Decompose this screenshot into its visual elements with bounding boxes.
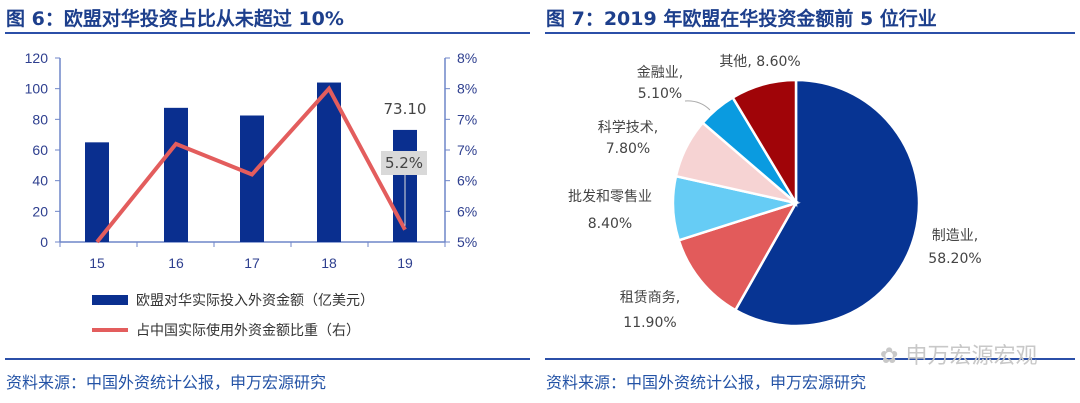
right-source: 资料来源：中国外资统计公报，申万宏源研究 <box>546 373 867 392</box>
pie-value: 7.80% <box>606 141 650 157</box>
pie-value: 5.10% <box>638 86 682 102</box>
right-tick-label: 6% <box>457 203 477 219</box>
pie-value: 11.90% <box>623 315 676 331</box>
watermark: ✿ 申万宏源宏观 <box>880 338 1037 370</box>
left-tick-label: 0 <box>40 234 48 250</box>
legend-bar-label: 欧盟对华实际投入外资金额（亿美元） <box>136 293 374 309</box>
pie-slice-0 <box>733 78 921 328</box>
x-tick-label: 15 <box>89 255 105 271</box>
pie-label: 制造业, <box>932 228 978 244</box>
x-tick-label: 19 <box>397 255 413 271</box>
legend-bar-swatch <box>92 295 128 305</box>
bar-18 <box>317 82 341 243</box>
pie-leader-line <box>684 100 711 111</box>
right-footer-rule <box>545 358 1075 360</box>
pie-value: 8.40% <box>588 216 632 232</box>
left-tick-label: 60 <box>32 142 48 158</box>
right-tick-label: 7% <box>457 111 477 127</box>
bar-16 <box>164 107 188 242</box>
right-title-rule <box>545 32 1075 34</box>
left-title-rule <box>5 32 530 34</box>
right-tick-label: 5% <box>457 234 477 250</box>
line-label-box <box>381 151 427 175</box>
left-tick-label: 120 <box>25 50 49 66</box>
pie-label: 批发和零售业 <box>568 189 652 205</box>
line-data-label: 5.2% <box>385 154 423 172</box>
bar-15 <box>85 142 109 242</box>
left-chart-title: 图 6：欧盟对华投资占比从未超过 10% <box>6 8 344 30</box>
left-tick-label: 20 <box>32 203 48 219</box>
pie-label: 租赁商务, <box>620 290 680 306</box>
x-tick-label: 18 <box>321 255 337 271</box>
right-tick-label: 6% <box>457 173 477 189</box>
watermark-text: 申万宏源宏观 <box>905 344 1038 369</box>
pie-value: 58.20% <box>928 251 981 267</box>
bar-17 <box>240 115 264 242</box>
pie-slice-5 <box>731 78 798 208</box>
left-source: 资料来源：中国外资统计公报，申万宏源研究 <box>6 373 327 392</box>
pie-label: 其他, 8.60% <box>719 54 800 70</box>
legend-line-label: 占中国实际使用外资金额比重（右） <box>136 322 360 339</box>
left-tick-label: 100 <box>25 81 49 97</box>
pie-label-name: 其他 <box>719 54 747 70</box>
pie-label: 科学技术, <box>598 120 658 136</box>
right-tick-label: 7% <box>457 142 477 158</box>
right-tick-label: 8% <box>457 81 477 97</box>
x-tick-label: 17 <box>244 255 260 271</box>
left-tick-label: 40 <box>32 173 48 189</box>
x-tick-label: 16 <box>168 255 184 271</box>
right-tick-label: 8% <box>457 50 477 66</box>
left-footer-rule <box>5 358 530 360</box>
left-tick-label: 80 <box>32 111 48 127</box>
pie-label-value: , 8.60% <box>747 54 800 70</box>
bar-data-label: 73.10 <box>384 100 427 118</box>
pie-label: 金融业, <box>637 65 683 81</box>
right-chart-title: 图 7：2019 年欧盟在华投资金额前 5 位行业 <box>546 8 937 30</box>
wechat-icon: ✿ <box>880 344 906 369</box>
pie-slice-1 <box>677 200 799 312</box>
